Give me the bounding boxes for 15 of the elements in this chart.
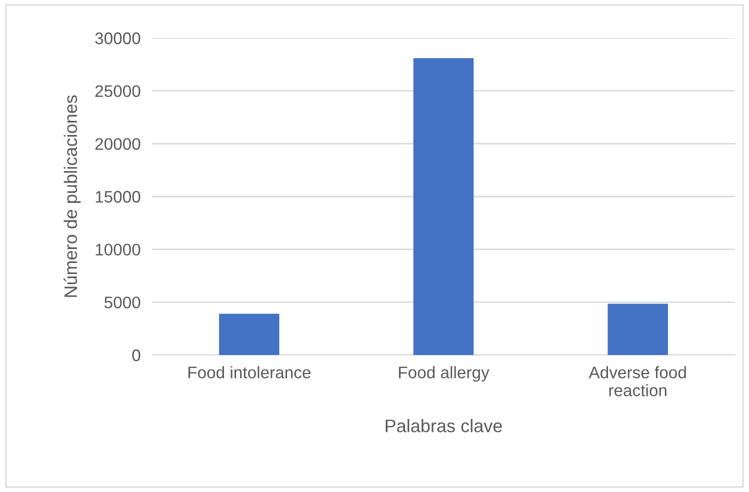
x-tick-label: Adverse food reaction bbox=[588, 366, 686, 396]
y-tick-label: 20000 bbox=[95, 138, 140, 150]
x-axis-title: Palabras clave bbox=[386, 419, 502, 432]
y-tick-label: 30000 bbox=[95, 32, 140, 44]
bar bbox=[608, 304, 668, 355]
y-axis-title: Número de publicaciones bbox=[64, 95, 81, 297]
x-tick-label: Food allergy bbox=[399, 366, 490, 382]
bar bbox=[219, 314, 280, 355]
y-tick-label: 25000 bbox=[95, 85, 140, 98]
x-tick-label: Food intolerance bbox=[188, 366, 311, 378]
bar bbox=[413, 58, 474, 355]
y-tick-label: 15000 bbox=[96, 190, 140, 203]
y-tick-label: 0 bbox=[132, 349, 140, 362]
y-tick-label: 10000 bbox=[96, 244, 140, 256]
y-tick-label: 5000 bbox=[104, 296, 140, 308]
